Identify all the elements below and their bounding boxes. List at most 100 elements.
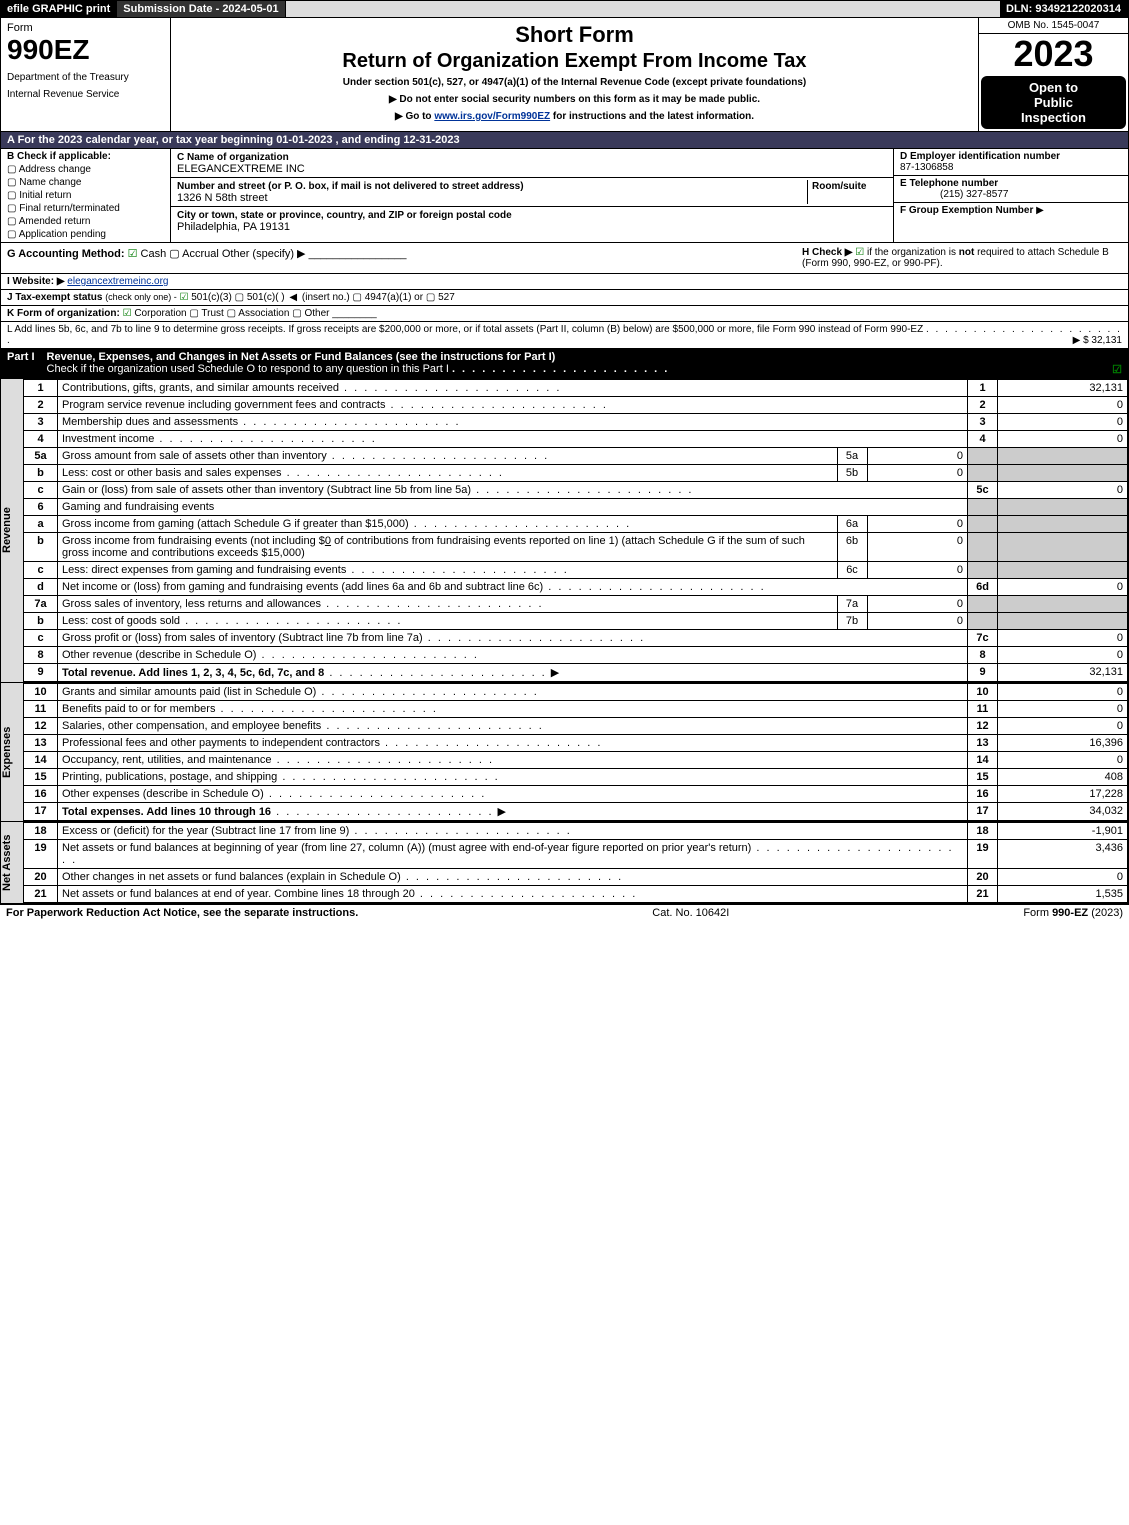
- g-accrual[interactable]: Accrual: [169, 248, 219, 260]
- line-desc: Less: cost of goods sold: [58, 613, 837, 629]
- j-4947[interactable]: 4947(a)(1) or: [352, 292, 423, 303]
- table-row: 16Other expenses (describe in Schedule O…: [24, 786, 1128, 803]
- line-ref: 21: [968, 886, 998, 903]
- line-num: 13: [24, 735, 58, 752]
- h-text3: (Form 990, 990-EZ, or 990-PF).: [802, 258, 943, 269]
- chk-address-change[interactable]: Address change: [7, 164, 164, 175]
- footer-right-pre: Form: [1023, 907, 1052, 919]
- e-val: (215) 327-8577: [900, 189, 1008, 200]
- line-desc: Other expenses (describe in Schedule O): [58, 786, 968, 803]
- line-num: 20: [24, 869, 58, 886]
- e-row: E Telephone number (215) 327-8577: [894, 176, 1128, 203]
- c-name-lbl: C Name of organization: [177, 152, 289, 163]
- l-text: L Add lines 5b, 6c, and 7b to line 9 to …: [7, 324, 923, 335]
- line-desc: Excess or (deficit) for the year (Subtra…: [58, 823, 968, 840]
- line-num: 3: [24, 414, 58, 431]
- j-501c[interactable]: 501(c)( ): [235, 292, 285, 303]
- part1-checkbox[interactable]: [1112, 363, 1122, 376]
- line-desc: Total revenue. Add lines 1, 2, 3, 4, 5c,…: [58, 664, 968, 682]
- open1: Open to: [985, 80, 1122, 95]
- table-row: 5aGross amount from sale of assets other…: [24, 448, 1128, 465]
- line-num: 4: [24, 431, 58, 448]
- j-lbl: J Tax-exempt status: [7, 292, 102, 303]
- form-header: Form 990EZ Department of the Treasury In…: [0, 18, 1129, 132]
- chk-name-change[interactable]: Name change: [7, 177, 164, 188]
- part1-dots: [452, 363, 669, 375]
- line-desc: Net assets or fund balances at end of ye…: [58, 886, 968, 903]
- line-ref: 7c: [968, 630, 998, 647]
- line-val: 0: [998, 701, 1128, 718]
- line-desc: Net assets or fund balances at beginning…: [58, 840, 968, 869]
- k-other[interactable]: Other: [292, 308, 329, 319]
- line-ref: 15: [968, 769, 998, 786]
- chk-application-pending[interactable]: Application pending: [7, 229, 164, 240]
- short-form-title: Short Form: [177, 22, 972, 48]
- form-number: 990EZ: [7, 34, 164, 66]
- line-desc: Gross income from gaming (attach Schedul…: [58, 516, 837, 532]
- k-trust[interactable]: Trust: [189, 308, 223, 319]
- omb-number: OMB No. 1545-0047: [979, 18, 1128, 34]
- line-val: 0: [998, 869, 1128, 886]
- table-row: cGain or (loss) from sale of assets othe…: [24, 482, 1128, 499]
- line-val: 32,131: [998, 664, 1128, 682]
- table-row: bGross income from fundraising events (n…: [24, 533, 1128, 562]
- chk-final-return[interactable]: Final return/terminated: [7, 203, 164, 214]
- f-row: F Group Exemption Number ▶: [894, 203, 1128, 218]
- website-link[interactable]: elegancextremeinc.org: [67, 276, 168, 287]
- line-val: 0: [998, 752, 1128, 769]
- col-b: B Check if applicable: Address change Na…: [1, 149, 171, 242]
- chk-initial-return[interactable]: Initial return: [7, 190, 164, 201]
- line-ref: [968, 448, 998, 465]
- line-desc: Gain or (loss) from sale of assets other…: [58, 482, 968, 499]
- irs-link[interactable]: www.irs.gov/Form990EZ: [434, 111, 550, 122]
- table-row: 14Occupancy, rent, utilities, and mainte…: [24, 752, 1128, 769]
- h-check[interactable]: [855, 247, 867, 258]
- d-row: D Employer identification number 87-1306…: [894, 149, 1128, 176]
- part1-check: Check if the organization used Schedule …: [47, 363, 449, 375]
- chk-amended-return[interactable]: Amended return: [7, 216, 164, 227]
- k-assoc[interactable]: Association: [227, 308, 290, 319]
- j-501c3[interactable]: 501(c)(3): [180, 292, 232, 303]
- table-row: 7aGross sales of inventory, less returns…: [24, 596, 1128, 613]
- table-row: 6Gaming and fundraising events: [24, 499, 1128, 516]
- j-527[interactable]: 527: [426, 292, 455, 303]
- netassets-side-label: Net Assets: [1, 822, 23, 903]
- line-ref: 17: [968, 803, 998, 821]
- line-val: [998, 596, 1128, 613]
- g-cash[interactable]: Cash: [128, 248, 167, 260]
- k-corp[interactable]: Corporation: [123, 308, 187, 319]
- lines-g-h: G Accounting Method: Cash Accrual Other …: [0, 243, 1129, 274]
- expenses-table: 10Grants and similar amounts paid (list …: [23, 683, 1128, 821]
- city-row: City or town, state or province, country…: [171, 207, 893, 235]
- line-ref: 6d: [968, 579, 998, 596]
- line-ref: 12: [968, 718, 998, 735]
- part1-num: Part I: [7, 351, 35, 376]
- line-ref: [968, 499, 998, 516]
- dept-treasury: Department of the Treasury: [7, 72, 164, 83]
- efile-label[interactable]: efile GRAPHIC print: [1, 1, 117, 17]
- netassets-table: 18Excess or (deficit) for the year (Subt…: [23, 822, 1128, 903]
- line-val: [998, 613, 1128, 630]
- line-val: 0: [998, 718, 1128, 735]
- table-row: 2Program service revenue including gover…: [24, 397, 1128, 414]
- sub-line-val: 0: [867, 516, 967, 532]
- street-row: Number and street (or P. O. box, if mail…: [171, 178, 893, 207]
- goto-post: for instructions and the latest informat…: [553, 111, 754, 122]
- line-i: I Website: ▶ elegancextremeinc.org: [0, 274, 1129, 290]
- line-desc: Professional fees and other payments to …: [58, 735, 968, 752]
- return-title: Return of Organization Exempt From Incom…: [177, 50, 972, 73]
- city-val: Philadelphia, PA 19131: [177, 221, 290, 233]
- table-row: 18Excess or (deficit) for the year (Subt…: [24, 823, 1128, 840]
- table-row: 4Investment income40: [24, 431, 1128, 448]
- line-desc-wrap: Less: cost of goods sold7b0: [58, 613, 968, 630]
- open2: Public: [985, 95, 1122, 110]
- line-val: 3,436: [998, 840, 1128, 869]
- line-num: b: [24, 533, 58, 562]
- sub-line-num: 6b: [837, 533, 867, 561]
- line-ref: [968, 613, 998, 630]
- goto-pre: ▶ Go to: [395, 111, 434, 122]
- line-ref: 16: [968, 786, 998, 803]
- line-num: d: [24, 579, 58, 596]
- footer-right-post: (2023): [1091, 907, 1123, 919]
- line-desc: Gross amount from sale of assets other t…: [58, 448, 837, 464]
